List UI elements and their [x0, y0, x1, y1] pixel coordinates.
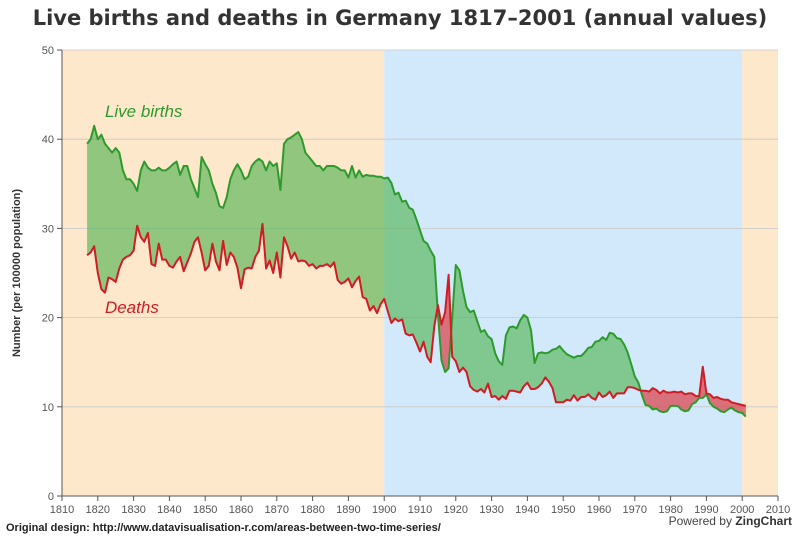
background-band-2 [742, 50, 778, 496]
x-tick-label-1990: 1990 [694, 504, 718, 516]
y-tick-label-10: 10 [42, 402, 54, 414]
births-line[interactable] [86, 124, 747, 418]
x-tick-label-1810: 1810 [50, 504, 74, 516]
chart-title: Live births and deaths in Germany 1817–2… [32, 6, 768, 30]
y-tick-label-50: 50 [42, 45, 54, 57]
zingchart-brand[interactable]: ZingChart [735, 514, 792, 528]
powered-by-label: Powered by [668, 514, 732, 528]
x-tick-label-1940: 1940 [515, 504, 539, 516]
x-tick-label-1880: 1880 [300, 504, 324, 516]
x-tick-label-1860: 1860 [229, 504, 253, 516]
annotations: Live births Deaths [105, 102, 183, 317]
x-tick-label-2010: 2010 [766, 504, 790, 516]
x-tick-label-1950: 1950 [551, 504, 575, 516]
source-credit: Original design: http://www.datavisualis… [6, 522, 441, 534]
x-tick-label-1890: 1890 [336, 504, 360, 516]
powered-by[interactable]: Powered by ZingChart [669, 514, 792, 528]
deaths-surplus-area-3 [640, 366, 746, 417]
deaths-line[interactable] [86, 222, 747, 407]
x-tick-label-1900: 1900 [372, 504, 396, 516]
x-tick-label-1980: 1980 [658, 504, 682, 516]
x-tick-label-1910: 1910 [408, 504, 432, 516]
annotation-deaths: Deaths [105, 298, 159, 317]
x-tick-label-1850: 1850 [193, 504, 217, 516]
x-tick-label-1820: 1820 [86, 504, 110, 516]
births-surplus-area-0 [87, 125, 438, 363]
annotation-live-births: Live births [105, 102, 183, 121]
x-tick-label-2000: 2000 [730, 504, 754, 516]
x-tick-label-1960: 1960 [587, 504, 611, 516]
x-tick-label-1840: 1840 [157, 504, 181, 516]
y-tick-label-0: 0 [48, 491, 54, 503]
series-lines [86, 124, 747, 418]
y-axis-label: Number (per 100000 population) [11, 189, 23, 357]
x-tick-label-1970: 1970 [623, 504, 647, 516]
births-surplus-area-2 [451, 265, 641, 403]
axes [57, 49, 779, 501]
y-tick-label-30: 30 [42, 223, 54, 235]
y-tick-label-20: 20 [42, 313, 54, 325]
tick-labels: 1810 1820 1830 1840 1850 1860 1870 1880 1890 1900… [11, 45, 790, 516]
x-tick-label-1830: 1830 [121, 504, 145, 516]
x-tick-label-1870: 1870 [265, 504, 289, 516]
background-bands [62, 50, 778, 496]
y-tick-label-40: 40 [42, 134, 54, 146]
x-tick-label-1920: 1920 [444, 504, 468, 516]
x-tick-label-1930: 1930 [479, 504, 503, 516]
background-band-1 [384, 50, 743, 496]
